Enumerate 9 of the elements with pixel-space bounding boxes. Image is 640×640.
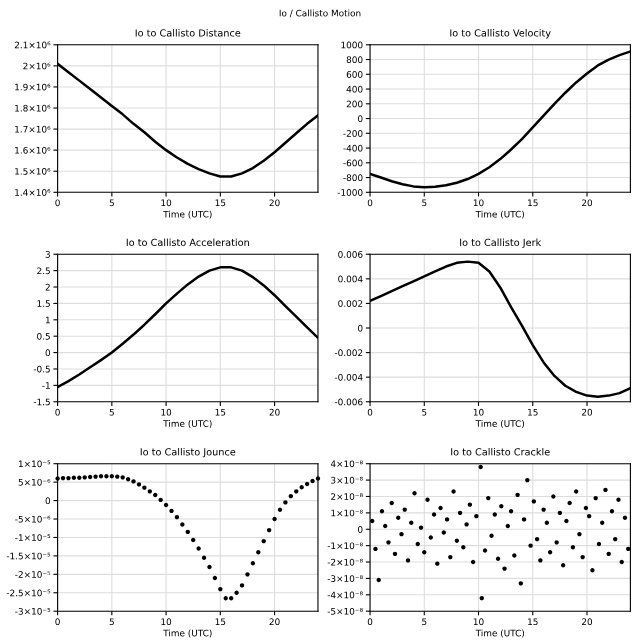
point — [60, 475, 66, 481]
point — [266, 527, 272, 533]
point — [87, 474, 93, 480]
point — [174, 514, 180, 520]
point — [288, 493, 294, 499]
point — [125, 476, 131, 482]
point — [212, 575, 218, 581]
point — [163, 502, 169, 508]
point — [304, 481, 310, 487]
